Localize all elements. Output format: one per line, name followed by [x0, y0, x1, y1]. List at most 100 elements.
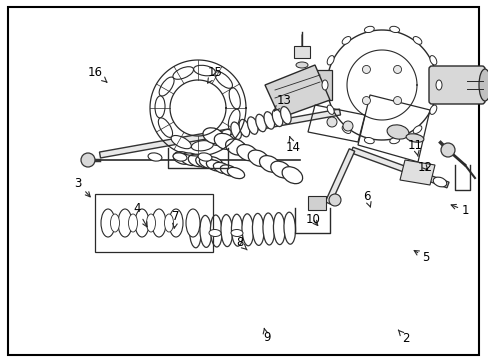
Ellipse shape	[173, 67, 193, 79]
Polygon shape	[350, 147, 448, 188]
Ellipse shape	[229, 87, 240, 109]
Polygon shape	[399, 160, 434, 185]
Circle shape	[326, 117, 336, 127]
Ellipse shape	[255, 114, 266, 132]
Ellipse shape	[152, 209, 165, 237]
Circle shape	[342, 121, 352, 131]
Ellipse shape	[181, 153, 200, 166]
Ellipse shape	[146, 214, 155, 232]
Text: 3: 3	[74, 177, 90, 197]
Ellipse shape	[412, 126, 421, 134]
Ellipse shape	[342, 126, 350, 134]
Ellipse shape	[225, 139, 246, 155]
Ellipse shape	[203, 128, 224, 144]
Bar	[293, 46, 309, 58]
Text: 14: 14	[285, 137, 300, 154]
Ellipse shape	[198, 153, 211, 161]
Ellipse shape	[195, 156, 215, 168]
Text: 6: 6	[362, 190, 370, 207]
Circle shape	[440, 143, 454, 157]
Ellipse shape	[405, 134, 423, 142]
Ellipse shape	[386, 125, 408, 139]
Ellipse shape	[259, 156, 280, 172]
Ellipse shape	[263, 213, 274, 245]
Ellipse shape	[230, 229, 243, 237]
Ellipse shape	[118, 209, 132, 237]
Circle shape	[362, 66, 370, 73]
Ellipse shape	[101, 209, 115, 237]
Ellipse shape	[173, 153, 186, 161]
Ellipse shape	[213, 130, 231, 145]
Ellipse shape	[478, 69, 488, 101]
Text: 11: 11	[407, 139, 422, 157]
Text: 9: 9	[262, 328, 270, 344]
Ellipse shape	[282, 167, 302, 184]
Ellipse shape	[221, 215, 232, 247]
Ellipse shape	[364, 26, 373, 32]
Circle shape	[362, 96, 370, 104]
Ellipse shape	[159, 77, 174, 96]
Ellipse shape	[252, 213, 264, 246]
Bar	[95, 194, 213, 252]
Text: 13: 13	[274, 94, 290, 111]
Ellipse shape	[189, 216, 201, 248]
Ellipse shape	[321, 80, 327, 90]
Circle shape	[393, 66, 401, 73]
Ellipse shape	[135, 209, 149, 237]
Ellipse shape	[171, 135, 191, 149]
Text: 10: 10	[305, 213, 320, 226]
Ellipse shape	[227, 167, 244, 179]
Ellipse shape	[432, 177, 446, 187]
Ellipse shape	[199, 157, 216, 168]
Polygon shape	[325, 149, 354, 204]
Ellipse shape	[220, 165, 237, 176]
Ellipse shape	[213, 162, 230, 174]
Ellipse shape	[435, 80, 441, 90]
Ellipse shape	[389, 26, 399, 32]
Ellipse shape	[247, 117, 258, 134]
Ellipse shape	[242, 214, 253, 246]
Ellipse shape	[248, 150, 268, 167]
Ellipse shape	[264, 112, 274, 129]
Circle shape	[81, 153, 95, 167]
Text: 2: 2	[398, 330, 409, 345]
Ellipse shape	[429, 105, 436, 114]
Ellipse shape	[272, 109, 282, 127]
Ellipse shape	[148, 153, 162, 161]
Ellipse shape	[203, 157, 223, 169]
Text: 8: 8	[235, 237, 246, 250]
FancyBboxPatch shape	[428, 66, 484, 104]
Ellipse shape	[364, 138, 373, 144]
Ellipse shape	[326, 55, 333, 65]
Text: 16: 16	[88, 66, 107, 82]
Ellipse shape	[169, 209, 183, 237]
Text: 4: 4	[133, 202, 147, 227]
Bar	[307, 196, 325, 210]
Ellipse shape	[110, 214, 119, 232]
Ellipse shape	[191, 141, 213, 151]
Ellipse shape	[270, 161, 291, 178]
Polygon shape	[99, 109, 340, 158]
Text: 15: 15	[207, 66, 222, 83]
Ellipse shape	[210, 215, 222, 247]
Text: 7: 7	[172, 210, 180, 228]
Ellipse shape	[208, 229, 221, 237]
Text: 1: 1	[450, 204, 468, 217]
Ellipse shape	[412, 36, 421, 44]
Ellipse shape	[214, 133, 235, 149]
Ellipse shape	[326, 105, 333, 114]
Ellipse shape	[230, 122, 241, 139]
Ellipse shape	[206, 160, 223, 171]
Ellipse shape	[295, 62, 307, 68]
Ellipse shape	[284, 212, 295, 244]
Circle shape	[328, 194, 340, 206]
Polygon shape	[264, 65, 329, 118]
Ellipse shape	[236, 144, 257, 161]
Ellipse shape	[164, 214, 173, 232]
Ellipse shape	[214, 72, 232, 88]
Ellipse shape	[173, 152, 192, 165]
Ellipse shape	[429, 55, 436, 65]
Ellipse shape	[185, 209, 200, 237]
Circle shape	[393, 96, 401, 104]
Ellipse shape	[239, 120, 249, 137]
